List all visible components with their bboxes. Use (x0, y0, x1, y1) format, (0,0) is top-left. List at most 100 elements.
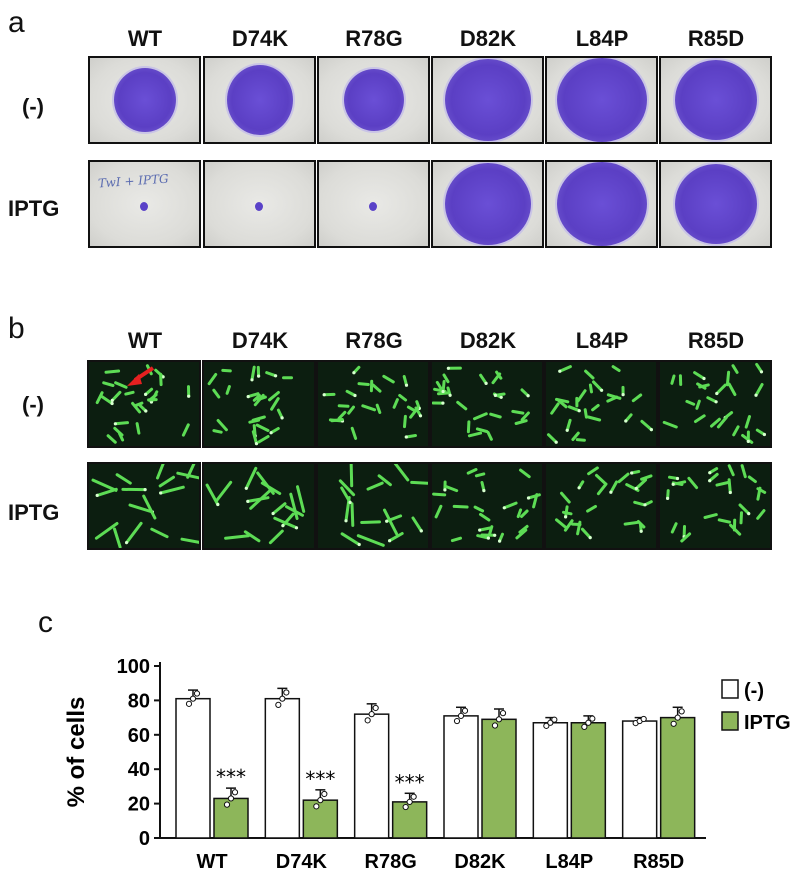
polar-focus (244, 486, 248, 490)
bar-control-d82k (443, 715, 479, 839)
bacterial-cell (432, 492, 447, 497)
bacterial-cell (475, 427, 489, 433)
bacterial-cell (268, 391, 280, 402)
bacterial-cell (377, 474, 392, 487)
bacterial-cell (382, 374, 395, 384)
polar-focus (110, 401, 114, 406)
panel-a-column-label-d74k: D74K (231, 26, 289, 51)
polar-focus (762, 432, 766, 437)
replicate-point (585, 719, 592, 726)
bar-iptg-r85d (659, 716, 696, 839)
bacterial-cell (576, 520, 582, 536)
plate-r78g-iptg (317, 160, 430, 248)
bacterial-cell (159, 372, 163, 387)
polar-focus (404, 383, 409, 387)
y-tick-label: 20 (128, 794, 150, 816)
polar-focus (419, 529, 423, 533)
bacterial-cell (567, 405, 581, 413)
replicate-point (457, 712, 465, 719)
panel-b-column-label-r85d: R85D (687, 328, 745, 353)
bacterial-cell (557, 399, 568, 409)
bacterial-cell (340, 532, 361, 546)
bacterial-cell (207, 373, 218, 386)
bacterial-cell (474, 472, 486, 478)
colony-biofilm (556, 58, 647, 142)
bacterial-cell (349, 464, 354, 488)
polar-focus (187, 394, 191, 398)
polar-focus (649, 428, 653, 432)
bacterial-cell (452, 504, 469, 509)
bacterial-cell (273, 516, 298, 530)
bacterial-cell (756, 509, 766, 520)
polar-focus (728, 490, 732, 495)
bacterial-cell (511, 409, 525, 415)
bacterial-cell (392, 398, 399, 409)
polar-focus (352, 371, 356, 375)
bacterial-cell (357, 382, 370, 386)
panel-a-column-label-r78g: R78G (345, 26, 403, 51)
bacterial-cell (257, 435, 270, 444)
bacterial-cell (215, 480, 233, 502)
polar-focus (643, 503, 647, 507)
polar-focus (418, 414, 423, 418)
bacterial-cell (710, 417, 721, 428)
polar-focus (666, 496, 670, 500)
bacterial-cell (388, 532, 404, 543)
bacterial-cell (717, 518, 731, 524)
bacterial-cell (124, 390, 135, 396)
panel-b-label: b (8, 312, 25, 345)
replicate-point (279, 695, 286, 702)
bacterial-cell (680, 532, 692, 543)
replicate-point (640, 715, 647, 723)
bacterial-cell (473, 412, 488, 421)
bacterial-cell (176, 471, 199, 480)
bacterial-cell (410, 480, 428, 485)
replicate-point (491, 722, 499, 729)
bacterial-cell (411, 516, 423, 533)
bacterial-cell (91, 478, 118, 492)
bacterial-cell (255, 423, 270, 432)
plate-r78g-control (317, 56, 430, 144)
bacterial-cell (696, 382, 707, 390)
replicate-point (581, 723, 588, 730)
bacterial-cell (520, 509, 529, 518)
bacterial-cell (695, 399, 701, 410)
x-tick-label: WT (196, 851, 227, 873)
bacterial-cell (360, 520, 381, 524)
bacterial-cell (670, 374, 676, 385)
bacterial-cell (253, 393, 265, 407)
polar-focus (746, 439, 750, 443)
bacterial-cell (398, 393, 408, 402)
bacterial-cell (727, 464, 735, 477)
bacterial-cell (708, 472, 719, 483)
bacterial-cell (106, 434, 117, 444)
polar-focus (634, 486, 638, 491)
bacterial-cell (636, 520, 646, 529)
bacterial-cell (450, 536, 462, 543)
bacterial-cell (268, 529, 284, 545)
bacterial-cell (550, 402, 560, 415)
polar-focus (441, 401, 445, 405)
bacterial-cell (110, 390, 122, 402)
polar-focus (404, 435, 408, 439)
polar-focus (715, 391, 719, 396)
bacterial-cell (725, 370, 731, 387)
polar-focus (502, 506, 506, 510)
bacterial-cell (476, 534, 490, 540)
polar-focus (484, 381, 488, 385)
bacterial-cell (586, 415, 602, 422)
bacterial-cell (246, 392, 260, 399)
bacterial-cell (633, 500, 646, 507)
bacterial-cell (580, 527, 592, 540)
bacterial-cell (131, 401, 142, 414)
replicate-point (410, 793, 417, 800)
bacterial-cell (515, 528, 528, 540)
significance-marker: *** (305, 767, 335, 791)
bacterial-cell (744, 415, 751, 429)
replicate-point (402, 803, 409, 811)
bacterial-cell (547, 433, 558, 444)
colony-biofilm (674, 60, 757, 140)
bacterial-cell (727, 478, 732, 494)
bacterial-cell (487, 525, 494, 537)
bacterial-cell (437, 391, 449, 396)
